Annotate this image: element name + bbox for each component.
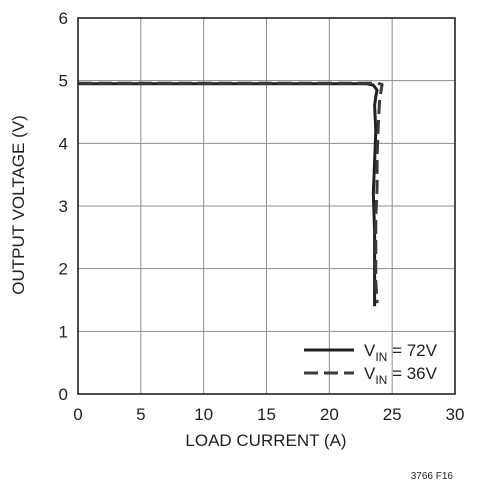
figure-id: 3766 F16 <box>411 471 454 482</box>
x-tick-label: 10 <box>194 405 213 424</box>
y-tick-label: 1 <box>59 322 68 341</box>
plot-frame <box>77 17 456 395</box>
y-tick-label: 2 <box>59 260 68 279</box>
y-tick-label: 3 <box>59 197 68 216</box>
legend-label-2: VIN = 36V <box>364 364 438 387</box>
legend-label-1: VIN = 72V <box>364 341 438 364</box>
x-tick-label: 25 <box>383 405 402 424</box>
series-line-1 <box>78 82 379 307</box>
y-tick-label: 5 <box>59 72 68 91</box>
series-layer <box>78 81 384 307</box>
grid <box>77 17 456 395</box>
x-tick-label: 5 <box>136 405 145 424</box>
y-axis-title: OUTPUT VOLTAGE (V) <box>9 115 28 294</box>
y-tick-label: 4 <box>59 134 68 153</box>
x-tick-label: 15 <box>257 405 276 424</box>
y-tick-label: 6 <box>59 9 68 28</box>
tick-labels: 0 5 10 15 20 25 30 0 1 2 3 4 5 6 <box>59 9 465 424</box>
x-tick-label: 20 <box>320 405 339 424</box>
series-line-2 <box>78 81 384 304</box>
y-tick-label: 0 <box>59 385 68 404</box>
x-tick-label: 30 <box>446 405 465 424</box>
x-tick-label: 0 <box>73 405 82 424</box>
x-axis-title: LOAD CURRENT (A) <box>185 431 346 450</box>
